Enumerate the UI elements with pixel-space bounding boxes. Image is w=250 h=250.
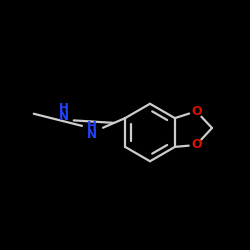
Text: H: H [87, 120, 97, 134]
Text: H: H [59, 102, 69, 115]
Text: N: N [87, 128, 97, 141]
Text: N: N [59, 110, 69, 123]
Text: O: O [191, 105, 202, 118]
Text: O: O [191, 138, 202, 151]
